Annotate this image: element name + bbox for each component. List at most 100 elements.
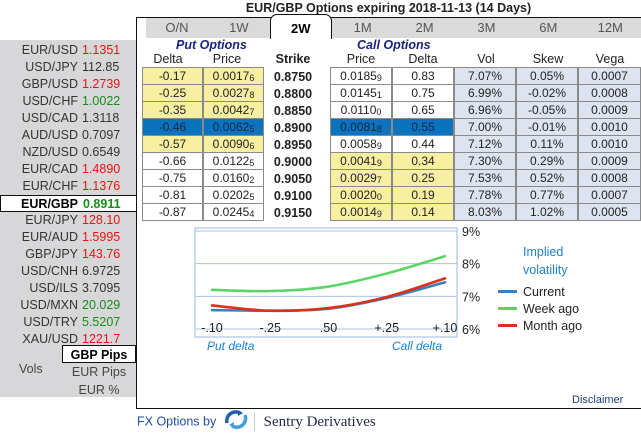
cell-put-price[interactable]: 0.00906: [203, 136, 264, 153]
tab-2m[interactable]: 2M: [415, 20, 434, 35]
rate-row-eur-jpy[interactable]: EUR/JPY 128.10: [0, 212, 136, 229]
cell-vol: 7.53%: [454, 170, 516, 187]
put-delta-label: Put delta: [207, 339, 255, 353]
rate-row-xau-usd[interactable]: XAU/USD 1221.7: [0, 331, 136, 348]
rate-row-eur-gbp[interactable]: EUR/GBP 0.8911: [0, 195, 137, 212]
cell-put-price[interactable]: 0.00278: [203, 85, 264, 102]
tab-12m[interactable]: 12M: [597, 20, 623, 35]
disclaimer-link[interactable]: Disclaimer: [572, 394, 624, 406]
footer-brand: Sentry Derivatives: [263, 414, 376, 430]
rate-pair: EUR/USD: [21, 43, 78, 57]
tab-3m[interactable]: 3M: [477, 20, 496, 35]
cell-call-price[interactable]: 0.01100: [330, 102, 392, 119]
rate-row-usd-cnh[interactable]: USD/CNH 6.9725: [0, 263, 136, 280]
header-vega: Vega: [595, 52, 625, 66]
cell-value: 0.0027: [212, 86, 250, 100]
rate-pair: USD/ILS: [29, 281, 78, 295]
rate-row-eur-aud[interactable]: EUR/AUD 1.5995: [0, 229, 136, 246]
x-tick-label: .50: [320, 321, 337, 335]
rate-row-eur-chf[interactable]: EUR/CHF 1.1376: [0, 178, 136, 195]
footer-by-text: FX Options by: [137, 414, 217, 429]
legend-label: Week ago: [523, 302, 580, 316]
cell-value: 0.25: [411, 171, 435, 185]
unit-option-gbp-pips[interactable]: GBP Pips: [62, 345, 136, 363]
rate-row-usd-ils[interactable]: USD/ILS 3.7095: [0, 280, 136, 297]
cell-value: 0.0062: [212, 120, 250, 134]
cell-value: 0.0008: [591, 171, 628, 185]
rate-row-usd-cad[interactable]: USD/CAD 1.3118: [0, 110, 136, 127]
cell-call-price[interactable]: 0.01859: [330, 67, 392, 85]
cell-call-price[interactable]: 0.01451: [330, 85, 392, 102]
cell-call-delta: 0.75: [392, 85, 454, 102]
cell-call-price[interactable]: 0.00589: [330, 136, 392, 153]
cell-call-price[interactable]: 0.00200: [330, 187, 392, 204]
rate-row-gbp-jpy[interactable]: GBP/JPY 143.76: [0, 246, 136, 263]
rate-row-usd-mxn[interactable]: USD/MXN 20.029: [0, 297, 136, 314]
cell-value: 0.0010: [591, 120, 628, 134]
cell-vol: 8.03%: [454, 204, 516, 221]
cell-vol: 6.99%: [454, 85, 516, 102]
cell-call-price[interactable]: 0.00297: [330, 170, 392, 187]
cell-vol: 7.07%: [454, 67, 516, 85]
cell-put-price[interactable]: 0.01602: [203, 170, 264, 187]
rate-row-usd-jpy[interactable]: USD/JPY 112.85: [0, 59, 136, 76]
rate-pair: EUR/CHF: [22, 179, 78, 193]
tab-on[interactable]: O/N: [165, 20, 189, 35]
series-line-month-ago: [210, 277, 447, 313]
cell-put-price[interactable]: 0.02025: [203, 187, 264, 204]
cell-put-delta: -0.57: [142, 136, 203, 153]
cell-put-price[interactable]: 0.00176: [203, 67, 264, 85]
pip-digit: 0: [376, 107, 382, 117]
cell-call-price[interactable]: 0.00149: [330, 204, 392, 221]
rate-row-usd-chf[interactable]: USD/CHF 1.0022: [0, 93, 136, 110]
rate-value: 112.85: [82, 60, 120, 74]
rate-row-nzd-usd[interactable]: NZD/USD 0.6549: [0, 144, 136, 161]
cell-put-price[interactable]: 0.00625: [203, 119, 264, 136]
cell-value: 8.03%: [467, 205, 503, 219]
cell-put-delta: -0.66: [142, 153, 203, 170]
cell-value: 0.0042: [212, 103, 250, 117]
rate-row-eur-cad[interactable]: EUR/CAD 1.4890: [0, 161, 136, 178]
cell-put-price[interactable]: 0.02454: [203, 204, 264, 221]
cell-call-price[interactable]: 0.00818: [330, 119, 392, 136]
cell-skew: 1.02%: [516, 204, 578, 221]
x-tick-label: -.10: [201, 321, 223, 335]
header-skew: Skew: [532, 52, 564, 66]
cell-call-price[interactable]: 0.00419: [330, 153, 392, 170]
rate-value: 1221.7: [82, 332, 121, 346]
cell-put-delta: -0.75: [142, 170, 203, 187]
cell-put-price[interactable]: 0.01225: [203, 153, 264, 170]
cell-value: -0.66: [158, 154, 187, 168]
tab-6m[interactable]: 6M: [539, 20, 558, 35]
pip-digit: 5: [249, 158, 255, 168]
tab-1m[interactable]: 1M: [353, 20, 372, 35]
cell-value: 6.96%: [467, 103, 503, 117]
unit-option-eur-pips[interactable]: EUR Pips: [71, 365, 127, 379]
rate-row-usd-try[interactable]: USD/TRY 5.5207: [0, 314, 136, 331]
header-put-delta: Delta: [153, 52, 183, 66]
cell-value: 0.0005: [591, 205, 628, 219]
cell-value: 0.55: [411, 120, 435, 134]
cell-put-price[interactable]: 0.00427: [203, 102, 264, 119]
rate-pair: USD/CAD: [21, 111, 78, 125]
y-tick-label: 9%: [462, 225, 480, 239]
rate-row-gbp-usd[interactable]: GBP/USD 1.2739: [0, 76, 136, 93]
cell-call-delta: 0.83: [392, 67, 454, 85]
tab-1w[interactable]: 1W: [229, 20, 249, 35]
cell-value: 0.0081: [340, 120, 377, 134]
rate-row-eur-usd[interactable]: EUR/USD 1.1351: [0, 42, 136, 59]
cell-put-delta: -0.17: [142, 67, 203, 85]
legend-title: Implied volatility: [523, 245, 568, 277]
cell-call-delta: 0.55: [392, 119, 454, 136]
unit-option-eur[interactable]: EUR %: [78, 383, 120, 397]
rate-value: 5.5207: [82, 315, 121, 329]
rate-row-aud-usd[interactable]: AUD/USD 0.7097: [0, 127, 136, 144]
cell-skew: 0.05%: [516, 67, 578, 85]
cell-vol: 7.30%: [454, 153, 516, 170]
rate-pair: EUR/CAD: [21, 162, 78, 176]
cell-value: 0.0185: [340, 69, 377, 83]
rate-pair: USD/MXN: [20, 298, 78, 312]
rate-pair: GBP/JPY: [25, 247, 78, 261]
tab-2w[interactable]: 2W: [269, 14, 332, 39]
rate-value: 1.1376: [82, 179, 121, 193]
